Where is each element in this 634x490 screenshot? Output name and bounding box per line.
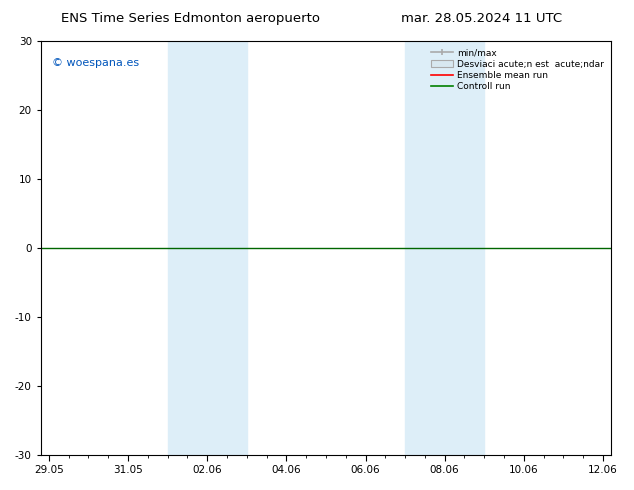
Bar [405, 41, 484, 455]
Bar [167, 41, 247, 455]
Text: © woespana.es: © woespana.es [52, 58, 139, 68]
Text: ENS Time Series Edmonton aeropuerto: ENS Time Series Edmonton aeropuerto [61, 12, 320, 25]
Legend: min/max, Desviaci acute;n est  acute;ndar, Ensemble mean run, Controll run: min/max, Desviaci acute;n est acute;ndar… [428, 46, 607, 94]
Text: mar. 28.05.2024 11 UTC: mar. 28.05.2024 11 UTC [401, 12, 562, 25]
